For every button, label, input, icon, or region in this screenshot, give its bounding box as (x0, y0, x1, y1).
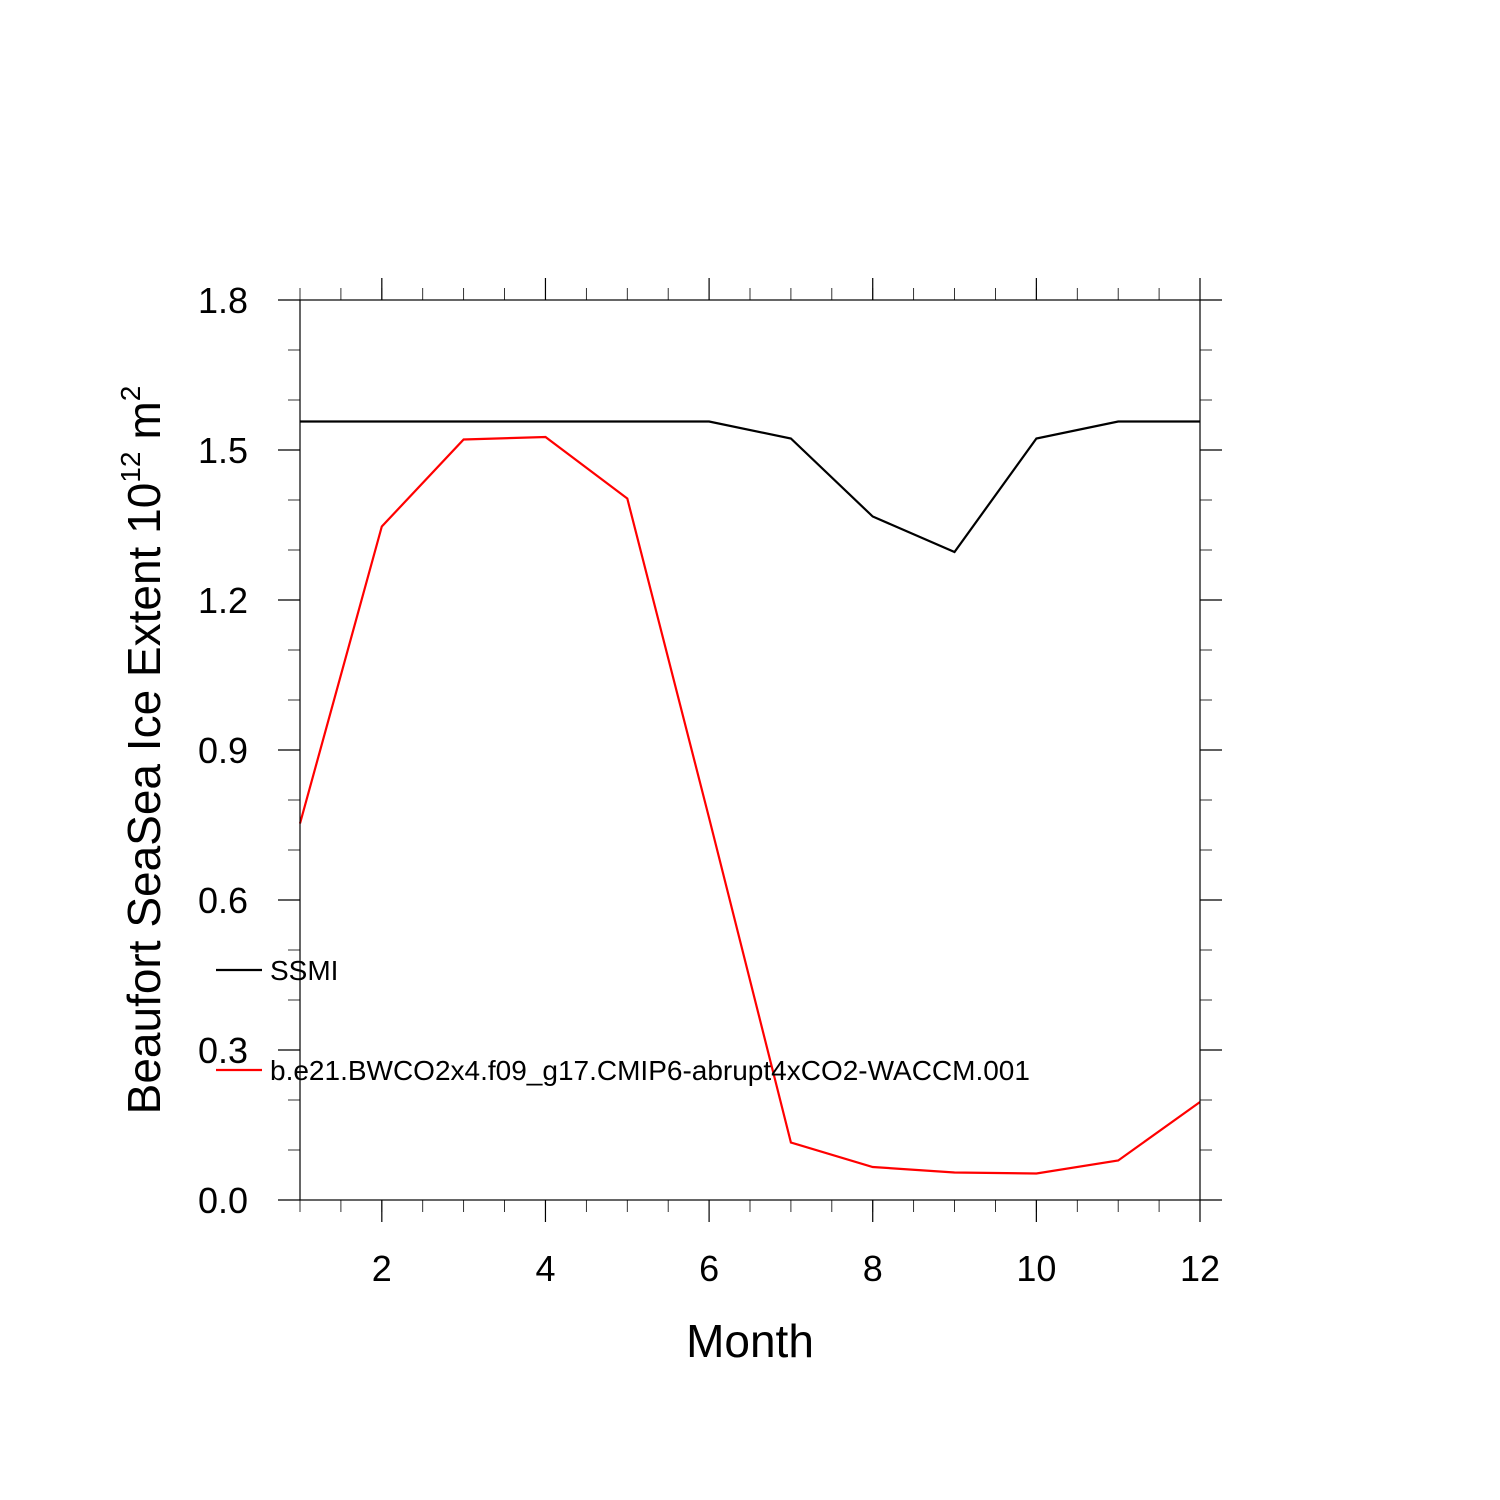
series-layer (298, 420, 1201, 1175)
x-tick-label: 8 (863, 1248, 883, 1289)
x-tick-label: 10 (1016, 1248, 1056, 1289)
y-tick-label: 1.8 (198, 280, 248, 321)
y-tick-label: 0.6 (198, 880, 248, 921)
y-axis-title-exponent: 12 (115, 452, 146, 483)
x-tick-label: 6 (699, 1248, 719, 1289)
y-tick-label: 0.0 (198, 1180, 248, 1221)
y-axis-title: Beaufort SeaSea Ice Extent 1012 m2 (115, 386, 170, 1115)
series-line-2 (298, 435, 1201, 1175)
tick-labels: 2 4 6 8 10 12 0.0 0.3 0.6 0.9 1.2 1.5 1.8 (198, 280, 1220, 1289)
legend-label-1: SSMI (270, 955, 338, 986)
y-tick-label: 0.9 (198, 730, 248, 771)
legend-label-2: b.e21.BWCO2x4.f09_g17.CMIP6-abrupt4xCO2-… (270, 1055, 1030, 1086)
x-tick-label: 4 (535, 1248, 555, 1289)
y-tick-label: 1.5 (198, 430, 248, 471)
y-tick-label: 0.3 (198, 1030, 248, 1071)
y-tick-label: 1.2 (198, 580, 248, 621)
x-tick-label: 2 (372, 1248, 392, 1289)
legend: SSMI b.e21.BWCO2x4.f09_g17.CMIP6-abrupt4x… (216, 955, 1030, 1086)
plot-frame (299, 299, 1201, 1201)
series-line-1 (300, 420, 1200, 554)
y-axis-title-main: Beaufort SeaSea Ice Extent 10 (118, 483, 170, 1115)
major-ticks (278, 278, 1222, 1222)
x-tick-label: 12 (1180, 1248, 1220, 1289)
y-axis-title-unit-exponent: 2 (115, 386, 146, 402)
x-axis-title: Month (686, 1315, 814, 1367)
y-axis-title-unit: m (118, 401, 170, 439)
